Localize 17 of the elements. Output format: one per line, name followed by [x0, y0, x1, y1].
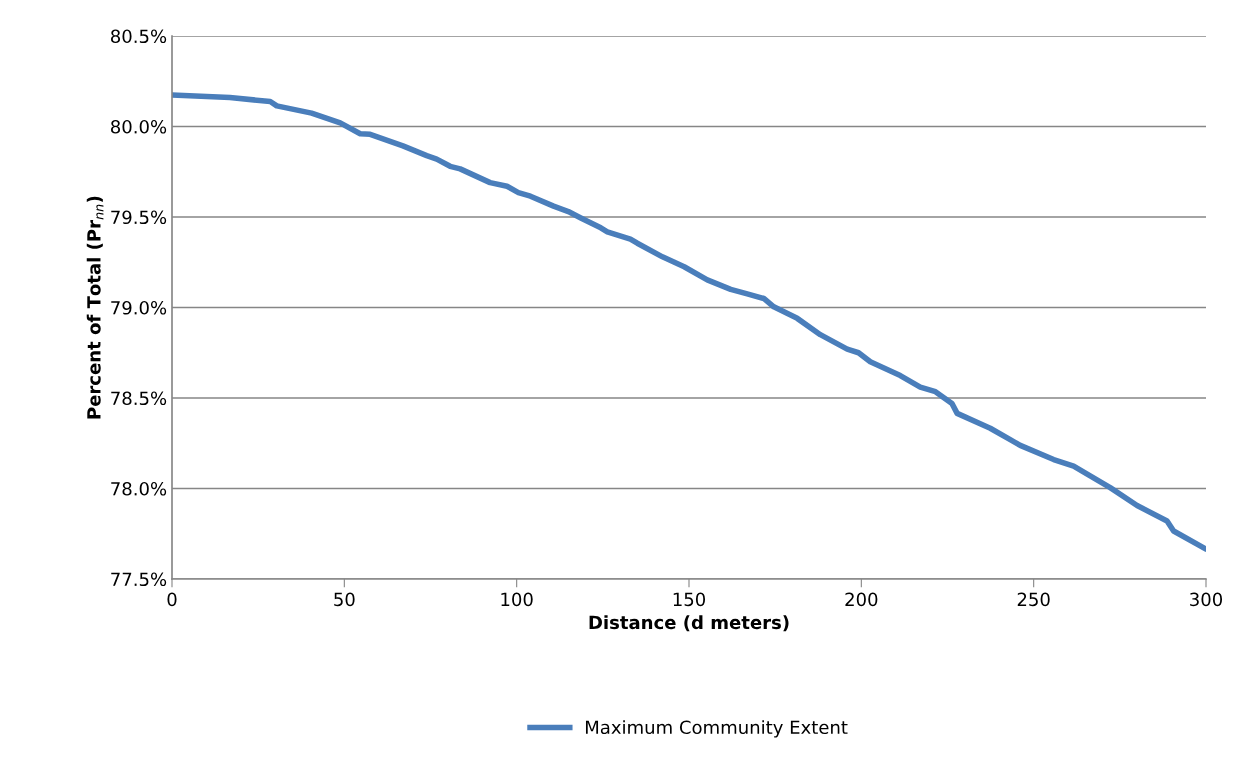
- y-tick-label: 79.5%: [111, 210, 167, 225]
- x-tick-label: 0: [167, 592, 177, 607]
- y-tick-label: 77.5%: [111, 572, 167, 587]
- x-tick-label: 300: [1190, 592, 1223, 607]
- x-tick-label: 150: [673, 592, 706, 607]
- x-tick-label: 250: [1017, 592, 1050, 607]
- x-tick-label: 50: [334, 592, 355, 607]
- y-tick-label: 80.5%: [111, 29, 167, 44]
- x-axis-title: Distance (d meters): [589, 615, 789, 632]
- y-tick-label: 78.5%: [111, 391, 167, 406]
- legend-label: Maximum Community Extent: [585, 720, 848, 738]
- x-tick-label: 200: [845, 592, 878, 607]
- y-tick-label: 79.0%: [111, 300, 167, 315]
- y-axis-title: Percent of Total (Pr$_{nn}$): [86, 196, 104, 419]
- y-tick-label: 80.0%: [111, 119, 167, 134]
- x-tick-label: 100: [501, 592, 533, 607]
- y-tick-label: 78.0%: [111, 481, 167, 496]
